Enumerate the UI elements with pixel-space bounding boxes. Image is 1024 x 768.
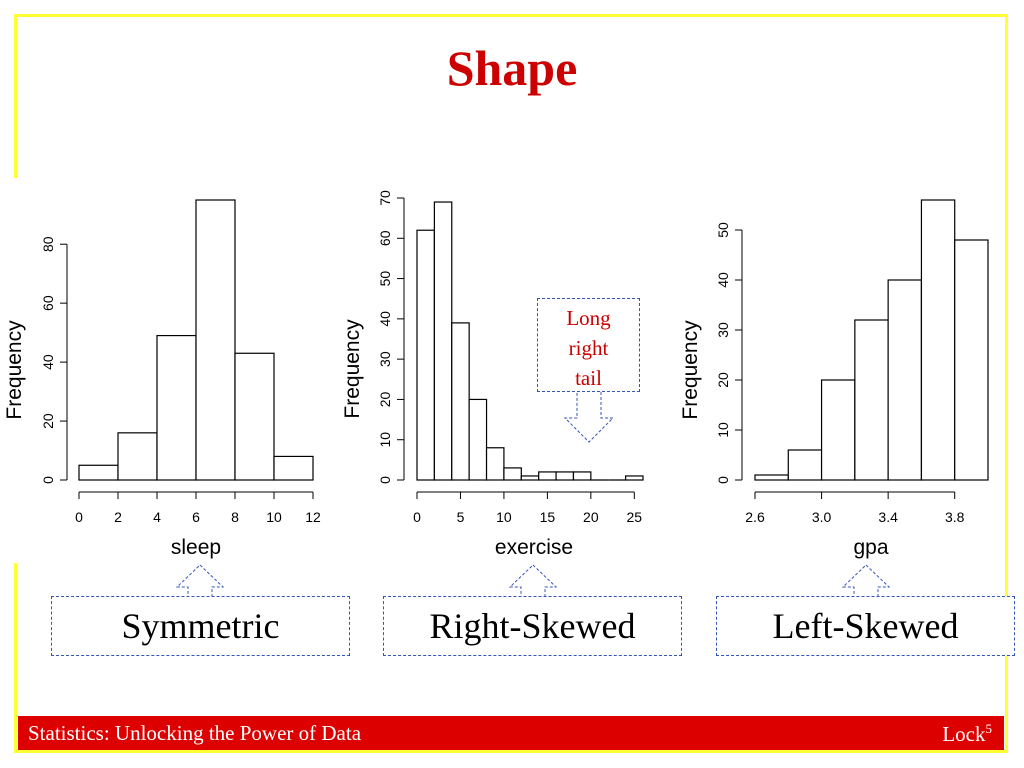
footer-author-name: Lock [942, 722, 986, 746]
y-tick-label: 30 [377, 351, 393, 367]
x-axis-label: gpa [853, 536, 888, 559]
y-tick-label: 20 [40, 413, 56, 429]
callout-line-1: Long [566, 306, 611, 330]
arrow-up-icon [508, 564, 558, 598]
y-tick-label: 0 [40, 476, 56, 484]
slide-title: Shape [446, 40, 578, 96]
x-tick-label: 0 [75, 509, 83, 525]
y-tick-label: 0 [715, 476, 731, 484]
y-tick-label: 60 [40, 295, 56, 311]
histogram-bar [854, 319, 889, 481]
y-tick-label: 20 [715, 372, 731, 388]
x-tick-label: 10 [496, 509, 512, 525]
y-tick-label: 30 [715, 322, 731, 338]
label-symmetric: Symmetric [51, 596, 350, 656]
histogram-bar [503, 467, 522, 481]
histogram-bar [433, 201, 453, 481]
histogram-bar [117, 432, 158, 481]
x-tick-label: 3.4 [878, 509, 898, 525]
histogram-bar [572, 471, 592, 481]
arrow-up-icon [175, 564, 225, 598]
histogram-bar [195, 199, 236, 481]
footer-bar: Statistics: Unlocking the Power of Data … [18, 716, 1004, 750]
x-tick-label: 3.8 [945, 509, 965, 525]
histogram-bar [451, 322, 470, 481]
y-tick-label: 40 [715, 272, 731, 288]
histogram-bar [468, 398, 488, 481]
histogram-bar [78, 464, 119, 481]
histogram-bar [820, 379, 856, 481]
histogram-bar [273, 455, 314, 481]
x-axis-label: exercise [495, 536, 573, 559]
histogram-bar [520, 475, 540, 481]
x-tick-label: 4 [153, 509, 161, 525]
x-tick-label: 3.0 [812, 509, 832, 525]
x-tick-label: 2.6 [745, 509, 765, 525]
histogram-bar [920, 199, 956, 481]
y-tick-label: 10 [377, 432, 393, 448]
slide-border-left-lower [14, 563, 17, 753]
y-tick-label: 60 [377, 230, 393, 246]
histogram-bar [416, 229, 435, 481]
x-tick-label: 10 [266, 509, 282, 525]
histogram-bar [555, 471, 575, 481]
histogram-bar [234, 352, 275, 481]
y-tick-label: 50 [377, 271, 393, 287]
footer-author-superscript: 5 [985, 721, 993, 736]
slide-border-bottom [14, 750, 1008, 753]
x-tick-label: 25 [627, 509, 643, 525]
histogram-bar [625, 475, 644, 481]
footer-title: Statistics: Unlocking the Power of Data [28, 721, 362, 745]
slide-border-left-upper [14, 14, 17, 178]
arrow-down-icon [563, 390, 615, 443]
y-tick-label: 40 [377, 311, 393, 327]
histogram-bar [754, 474, 789, 481]
y-tick-label: 20 [377, 391, 393, 407]
footer-author: Lock5 [942, 721, 992, 747]
y-tick-label: 10 [715, 422, 731, 438]
histogram-bar [887, 279, 923, 481]
histogram-bar [485, 447, 505, 481]
x-tick-label: 6 [192, 509, 200, 525]
x-axis-label: sleep [171, 536, 221, 559]
x-tick-label: 2 [114, 509, 122, 525]
long-right-tail-callout: Long right tail [537, 298, 640, 392]
x-tick-label: 0 [413, 509, 421, 525]
y-axis-label: Frequency [341, 319, 364, 419]
slide-border-top [14, 14, 1008, 17]
arrow-up-icon [841, 564, 891, 598]
x-tick-label: 12 [305, 509, 321, 525]
label-right-skewed: Right-Skewed [383, 596, 682, 656]
y-tick-label: 70 [377, 190, 393, 206]
histogram-bar [538, 471, 557, 481]
y-tick-label: 80 [40, 236, 56, 252]
y-tick-label: 40 [40, 354, 56, 370]
x-tick-label: 15 [540, 509, 556, 525]
y-axis-label: Frequency [679, 320, 702, 420]
y-tick-label: 0 [377, 476, 393, 484]
slide-border-right [1005, 14, 1008, 752]
x-tick-label: 20 [583, 509, 599, 525]
callout-line-2: right [568, 336, 609, 360]
histogram-bar [954, 239, 989, 481]
histogram-bar [787, 449, 823, 481]
callout-line-3: tail [575, 366, 602, 390]
x-tick-label: 8 [231, 509, 239, 525]
y-axis-label: Frequency [3, 320, 26, 420]
histogram-bar [156, 334, 197, 481]
y-tick-label: 50 [715, 222, 731, 238]
label-left-skewed: Left-Skewed [716, 596, 1015, 656]
x-tick-label: 5 [457, 509, 465, 525]
